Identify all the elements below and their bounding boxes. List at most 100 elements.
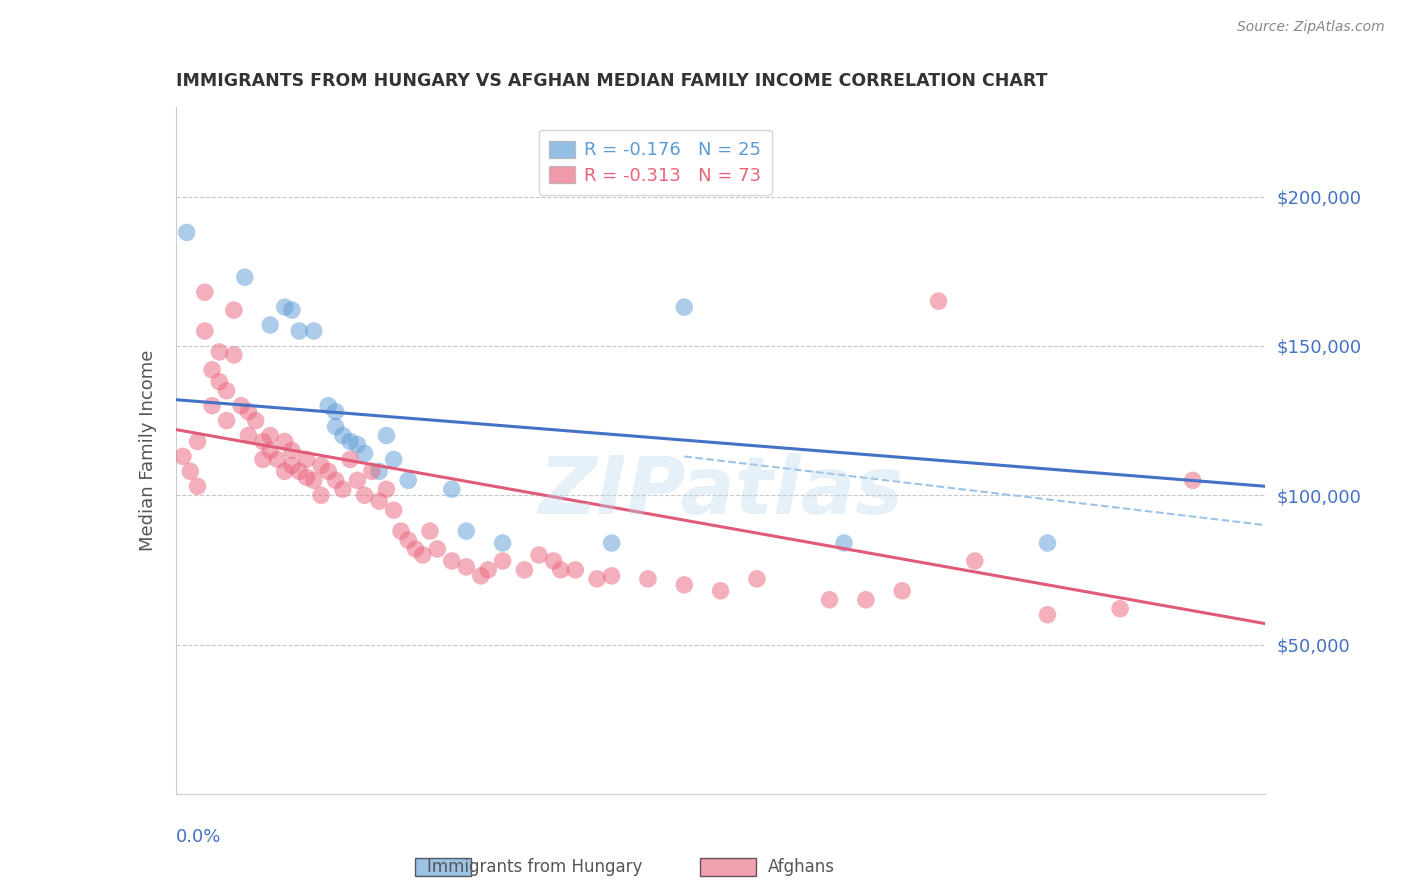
Point bbox=[318, 464, 340, 478]
Point bbox=[419, 524, 441, 538]
Point bbox=[302, 473, 325, 487]
Point bbox=[382, 452, 405, 467]
Point bbox=[332, 428, 354, 442]
Point bbox=[302, 324, 325, 338]
Point bbox=[412, 548, 434, 562]
Point bbox=[1181, 473, 1204, 487]
Point bbox=[353, 488, 375, 502]
Point bbox=[492, 554, 515, 568]
Point bbox=[527, 548, 550, 562]
Point bbox=[368, 494, 391, 508]
Point bbox=[325, 404, 347, 418]
Point bbox=[194, 285, 217, 300]
Point bbox=[832, 536, 855, 550]
Point bbox=[673, 578, 696, 592]
Text: Immigrants from Hungary: Immigrants from Hungary bbox=[426, 858, 643, 876]
Point bbox=[222, 348, 245, 362]
Point bbox=[550, 563, 572, 577]
Point bbox=[194, 324, 217, 338]
Point bbox=[215, 414, 238, 428]
Point bbox=[201, 363, 224, 377]
Point bbox=[233, 270, 256, 285]
Point bbox=[325, 419, 347, 434]
Point bbox=[440, 554, 463, 568]
Point bbox=[405, 541, 427, 556]
Point bbox=[818, 592, 841, 607]
Point bbox=[238, 404, 260, 418]
Point bbox=[963, 554, 986, 568]
Point bbox=[274, 434, 297, 449]
Point bbox=[440, 483, 463, 497]
Point bbox=[492, 536, 515, 550]
Point bbox=[1036, 607, 1059, 622]
Point bbox=[928, 294, 950, 309]
Point bbox=[375, 483, 398, 497]
Point bbox=[600, 569, 623, 583]
Point bbox=[186, 479, 209, 493]
Point bbox=[208, 345, 231, 359]
Text: 0.0%: 0.0% bbox=[176, 828, 221, 846]
Point bbox=[215, 384, 238, 398]
Point bbox=[745, 572, 768, 586]
Point bbox=[389, 524, 412, 538]
Point bbox=[855, 592, 877, 607]
Point bbox=[309, 488, 332, 502]
Point bbox=[600, 536, 623, 550]
Point bbox=[295, 470, 318, 484]
Legend: R = -0.176   N = 25, R = -0.313   N = 73: R = -0.176 N = 25, R = -0.313 N = 73 bbox=[538, 130, 772, 195]
Point bbox=[368, 464, 391, 478]
Point bbox=[396, 533, 419, 547]
Point bbox=[332, 483, 354, 497]
Point bbox=[353, 446, 375, 460]
Point bbox=[375, 428, 398, 442]
Point bbox=[288, 324, 311, 338]
Point bbox=[456, 560, 478, 574]
Point bbox=[382, 503, 405, 517]
Point bbox=[281, 443, 304, 458]
Y-axis label: Median Family Income: Median Family Income bbox=[139, 350, 157, 551]
Point bbox=[259, 428, 281, 442]
Point bbox=[513, 563, 536, 577]
Point bbox=[179, 464, 201, 478]
Point bbox=[288, 464, 311, 478]
Point bbox=[309, 458, 332, 473]
Point bbox=[295, 452, 318, 467]
Point bbox=[252, 434, 274, 449]
Point bbox=[281, 458, 304, 473]
Point bbox=[339, 434, 361, 449]
Text: Source: ZipAtlas.com: Source: ZipAtlas.com bbox=[1237, 20, 1385, 34]
Text: ZIPatlas: ZIPatlas bbox=[538, 452, 903, 531]
Point bbox=[238, 428, 260, 442]
Point bbox=[172, 450, 194, 464]
Point bbox=[252, 452, 274, 467]
Point bbox=[274, 464, 297, 478]
Point bbox=[176, 226, 198, 240]
Point bbox=[477, 563, 499, 577]
Point bbox=[673, 300, 696, 314]
Point bbox=[360, 464, 382, 478]
Point bbox=[266, 452, 288, 467]
Point bbox=[222, 303, 245, 318]
Point bbox=[318, 399, 340, 413]
Point bbox=[186, 434, 209, 449]
Point bbox=[543, 554, 565, 568]
Point bbox=[426, 541, 449, 556]
Point bbox=[346, 473, 368, 487]
Point bbox=[1036, 536, 1059, 550]
Point bbox=[396, 473, 419, 487]
Point bbox=[456, 524, 478, 538]
Point bbox=[259, 318, 281, 332]
Point bbox=[710, 583, 733, 598]
Point bbox=[586, 572, 609, 586]
Point bbox=[231, 399, 253, 413]
Point bbox=[201, 399, 224, 413]
Point bbox=[346, 437, 368, 451]
Point bbox=[259, 443, 281, 458]
Text: Afghans: Afghans bbox=[768, 858, 835, 876]
Point bbox=[891, 583, 914, 598]
Text: IMMIGRANTS FROM HUNGARY VS AFGHAN MEDIAN FAMILY INCOME CORRELATION CHART: IMMIGRANTS FROM HUNGARY VS AFGHAN MEDIAN… bbox=[176, 72, 1047, 90]
Point bbox=[325, 473, 347, 487]
Point bbox=[208, 375, 231, 389]
Point bbox=[564, 563, 586, 577]
Point bbox=[245, 414, 267, 428]
